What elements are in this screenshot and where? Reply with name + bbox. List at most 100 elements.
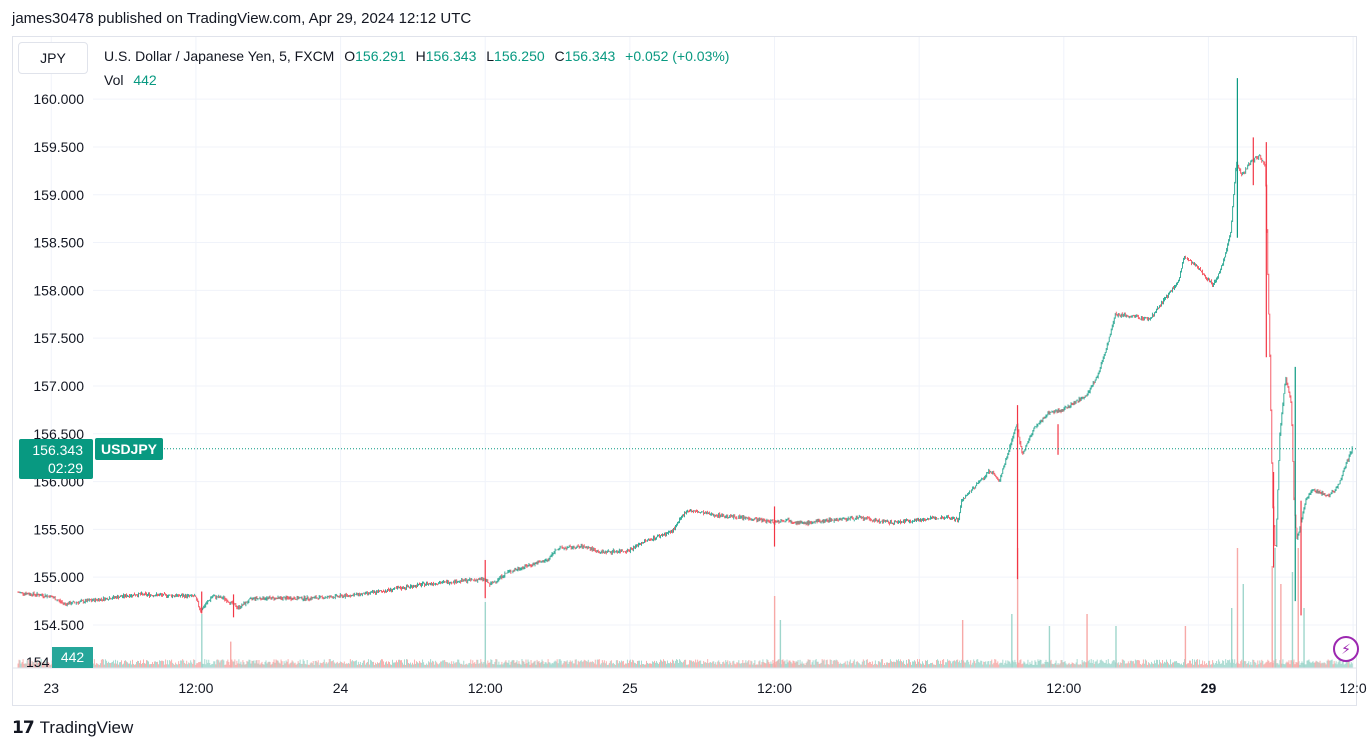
- volume-bar: [974, 661, 976, 668]
- volume-bar: [475, 663, 477, 668]
- volume-bar: [808, 659, 810, 668]
- volume-bar: [733, 660, 735, 668]
- volume-bar: [1014, 659, 1016, 668]
- volume-bar: [428, 661, 430, 668]
- volume-bar: [662, 661, 663, 668]
- volume-bar: [294, 662, 296, 668]
- volume-bar: [789, 660, 791, 668]
- volume-bar: [457, 659, 459, 668]
- volume-bar: [658, 663, 659, 668]
- volume-bar: [874, 660, 876, 668]
- lightning-bolt-icon[interactable]: ⚡: [1333, 636, 1359, 662]
- volume-bar: [1084, 662, 1086, 668]
- volume-bar: [1212, 660, 1214, 668]
- volume-bar: [408, 662, 410, 668]
- x-tick-label: 12:00: [1046, 680, 1081, 696]
- volume-bar: [993, 662, 995, 668]
- volume-bar: [925, 660, 926, 668]
- volume-bar: [906, 659, 907, 668]
- volume-bar: [249, 659, 251, 668]
- volume-bar: [695, 659, 697, 668]
- volume-bar: [441, 661, 443, 668]
- volume-bar: [221, 659, 223, 668]
- volume-bar-spike: [1011, 614, 1013, 668]
- volume-bar: [1173, 662, 1174, 668]
- volume-bar: [772, 660, 774, 668]
- volume-bar: [466, 663, 468, 668]
- volume-bar: [556, 659, 558, 668]
- volume-bar: [510, 661, 512, 668]
- volume-bar: [879, 662, 881, 668]
- volume-bar: [581, 661, 583, 668]
- volume-bar: [571, 660, 573, 668]
- volume-bar: [784, 660, 786, 668]
- volume-bar: [482, 663, 484, 668]
- volume-bar: [45, 664, 47, 668]
- volume-bar: [934, 664, 936, 668]
- volume-bar: [914, 660, 915, 668]
- volume-bar: [638, 660, 640, 668]
- volume-bar: [1219, 661, 1221, 668]
- symbol-button[interactable]: JPY: [18, 42, 88, 74]
- volume-bar: [267, 662, 269, 668]
- volume-bar: [161, 660, 163, 668]
- tradingview-logo[interactable]: 17 TradingView: [12, 718, 133, 738]
- volume-bar: [157, 661, 159, 668]
- volume-bar: [837, 661, 839, 668]
- volume-bar: [364, 664, 366, 668]
- current-price-tag: 156.343 02:29: [19, 438, 93, 479]
- volume-bar: [701, 663, 703, 668]
- volume-bar: [833, 660, 835, 668]
- volume-bar: [965, 662, 967, 668]
- volume-bar: [600, 663, 602, 668]
- volume-bar: [1190, 660, 1192, 668]
- volume-bar: [1178, 663, 1179, 668]
- volume-bar: [1314, 662, 1316, 668]
- volume-bar: [982, 664, 984, 668]
- volume-bar: [1270, 661, 1272, 668]
- volume-bar: [330, 661, 332, 668]
- volume-bar: [1066, 664, 1068, 668]
- volume-bar: [1030, 663, 1032, 668]
- volume-bar: [1176, 661, 1177, 668]
- volume-bar: [340, 662, 342, 668]
- volume-bar: [1119, 662, 1121, 668]
- volume-bar: [611, 663, 613, 668]
- volume-bar: [104, 659, 106, 668]
- volume-bar: [811, 662, 813, 668]
- volume-bar: [836, 660, 838, 668]
- volume-bar: [755, 664, 757, 668]
- volume-bar: [823, 659, 825, 668]
- volume-bar: [181, 660, 183, 668]
- volume-bar: [1287, 662, 1289, 668]
- volume-bar: [902, 662, 903, 668]
- volume-bar: [1300, 662, 1302, 668]
- volume-bar: [933, 664, 935, 668]
- volume-bar: [557, 663, 559, 668]
- volume-bar: [644, 664, 645, 668]
- volume-bar: [893, 661, 895, 668]
- volume-bar: [1240, 661, 1242, 668]
- volume-bar: [1216, 661, 1218, 668]
- volume-bar: [1121, 659, 1123, 668]
- volume-bar: [738, 660, 740, 668]
- volume-bar: [1008, 661, 1010, 668]
- volume-bar: [1108, 663, 1110, 668]
- volume-bar: [1285, 662, 1287, 668]
- volume-bar: [747, 661, 749, 668]
- chart-panel[interactable]: [12, 36, 1357, 706]
- volume-bar: [424, 664, 426, 668]
- volume-bar: [954, 660, 956, 668]
- volume-bar: [296, 663, 298, 668]
- volume-bar: [151, 664, 153, 668]
- volume-bar: [845, 664, 847, 668]
- volume-bar: [707, 659, 709, 668]
- volume-bar: [1241, 659, 1243, 668]
- volume-bar: [751, 661, 753, 668]
- volume-bar: [1306, 660, 1308, 668]
- volume-bar: [717, 661, 719, 668]
- volume-bar: [106, 663, 108, 668]
- volume-bar: [895, 659, 897, 668]
- volume-bar-spike: [1016, 548, 1019, 668]
